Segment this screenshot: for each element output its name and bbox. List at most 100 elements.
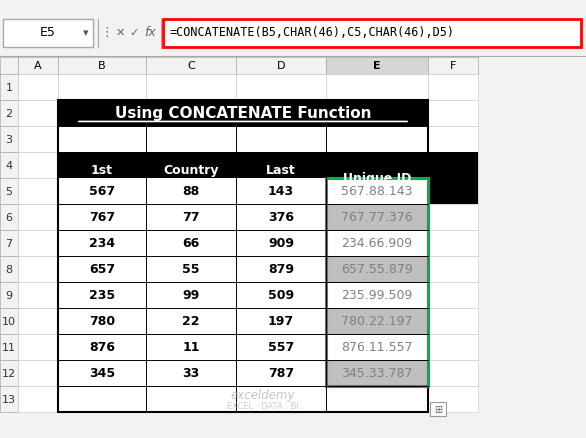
Bar [58,360,146,386]
Text: 13: 13 [2,394,16,404]
Bar [326,179,428,386]
Bar [58,308,146,334]
Bar [0,256,18,283]
Text: 1st
Number: 1st Number [74,163,130,194]
Text: 879: 879 [268,263,294,276]
Bar [163,20,581,48]
Bar [236,386,326,412]
Text: A: A [34,61,42,71]
Bar [146,386,236,412]
Text: 33: 33 [182,367,200,380]
Bar [428,75,478,101]
Bar [326,179,428,205]
Bar [18,75,58,101]
Text: 4: 4 [5,161,12,170]
Text: 3: 3 [5,134,12,145]
Bar [0,179,18,205]
Text: 780.22.197: 780.22.197 [341,315,413,328]
Bar [58,75,146,101]
Bar [0,101,18,127]
Bar [146,230,236,256]
Bar [326,386,428,412]
Bar [428,308,478,334]
Bar [428,205,478,230]
Bar [236,152,326,179]
Bar [18,230,58,256]
Bar [428,386,478,412]
Bar [3,20,93,48]
Bar [326,58,428,75]
Bar [146,205,236,230]
Bar [146,256,236,283]
Bar [18,386,58,412]
Bar [0,58,18,75]
Bar [18,283,58,308]
Bar [428,152,478,179]
Text: 197: 197 [268,315,294,328]
Bar [0,205,18,230]
Bar [58,386,146,412]
Bar [236,152,326,205]
Text: 1: 1 [5,83,12,93]
Text: 8: 8 [5,265,12,274]
Text: 557: 557 [268,341,294,353]
Bar [146,205,236,230]
Bar [58,127,146,152]
Text: 22: 22 [182,315,200,328]
Bar [428,360,478,386]
Text: 77: 77 [182,211,200,224]
Text: 10: 10 [2,316,16,326]
Bar [236,230,326,256]
Bar [236,230,326,256]
Bar [326,152,428,179]
Text: ⋮: ⋮ [101,26,113,39]
Bar [236,334,326,360]
Bar [146,360,236,386]
Text: Unique ID: Unique ID [343,172,411,185]
Text: 11: 11 [2,342,16,352]
Bar [58,101,146,127]
Text: 11: 11 [182,341,200,353]
Bar [428,283,478,308]
Text: 376: 376 [268,211,294,224]
Bar [58,101,428,412]
Bar [58,308,146,334]
Bar [18,256,58,283]
Bar [58,101,428,127]
Bar [430,402,446,416]
Text: EXCEL · DATA · BI: EXCEL · DATA · BI [227,401,299,410]
Bar [236,179,326,205]
Bar [0,75,18,101]
Text: 767.77.376: 767.77.376 [341,211,413,224]
Bar [146,75,236,101]
Bar [58,152,146,205]
Text: 2: 2 [5,109,12,119]
Bar [18,58,58,75]
Text: ▾: ▾ [83,28,89,38]
Bar [18,308,58,334]
Text: D: D [277,61,285,71]
Text: 12: 12 [2,368,16,378]
Bar [326,360,428,386]
Bar [146,283,236,308]
Bar [428,152,478,205]
Bar [146,179,236,205]
Bar [236,179,326,205]
Text: 345.33.787: 345.33.787 [341,367,413,380]
Text: 876: 876 [89,341,115,353]
Bar [326,360,428,386]
Bar [236,127,326,152]
Bar [18,334,58,360]
Text: 234.66.909: 234.66.909 [342,237,413,250]
Bar [58,334,146,360]
Bar [0,360,18,386]
Text: 767: 767 [89,211,115,224]
Bar [0,283,18,308]
Bar [146,308,236,334]
Bar [146,334,236,360]
Bar [58,179,146,205]
Bar [146,58,236,75]
Bar [236,334,326,360]
Bar [428,256,478,283]
Bar [58,283,146,308]
